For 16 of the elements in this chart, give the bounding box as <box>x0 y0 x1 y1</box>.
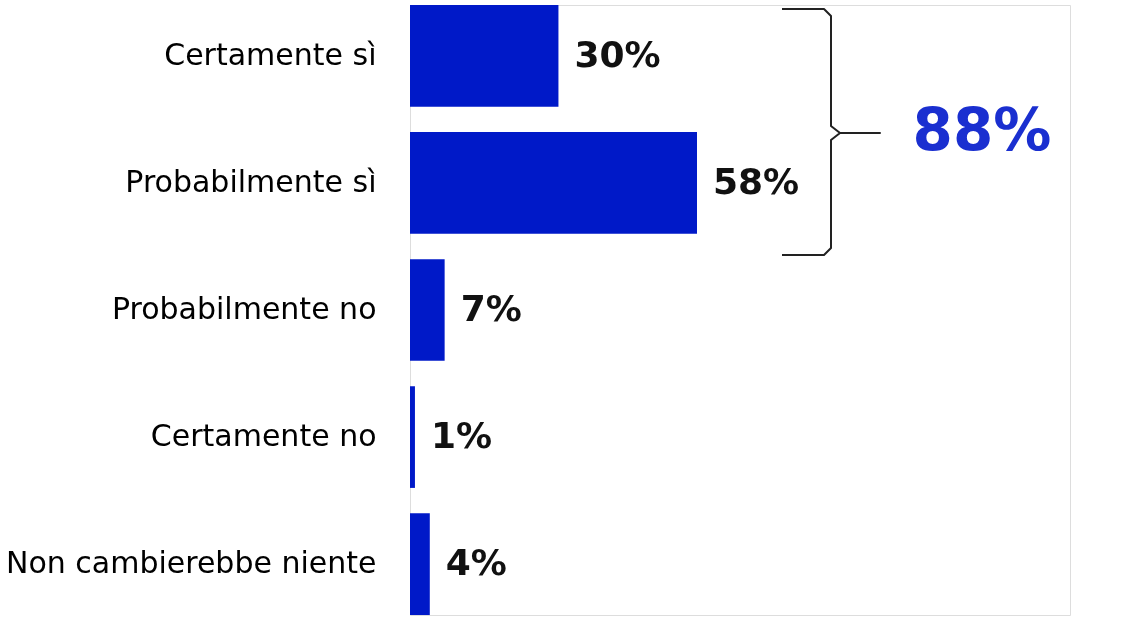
y-tick-label: Probabilmente no <box>111 291 377 326</box>
data-label: 30% <box>574 33 661 75</box>
bar <box>410 386 415 488</box>
y-tick-label: Certamente sì <box>164 36 377 72</box>
data-label: 58% <box>713 160 800 202</box>
data-label: 7% <box>460 288 522 329</box>
text: 88% <box>912 96 1052 164</box>
y-tick-label: Non cambierebbe niente <box>5 545 377 581</box>
data-label: 1% <box>430 415 493 457</box>
bar <box>410 259 445 361</box>
y-tick-label: Probabilmente sì <box>125 163 377 199</box>
data-label: 4% <box>445 542 507 584</box>
y-tick-label: Certamente no <box>150 418 377 454</box>
bar <box>410 513 430 615</box>
bar <box>410 5 559 107</box>
bar <box>410 132 697 234</box>
